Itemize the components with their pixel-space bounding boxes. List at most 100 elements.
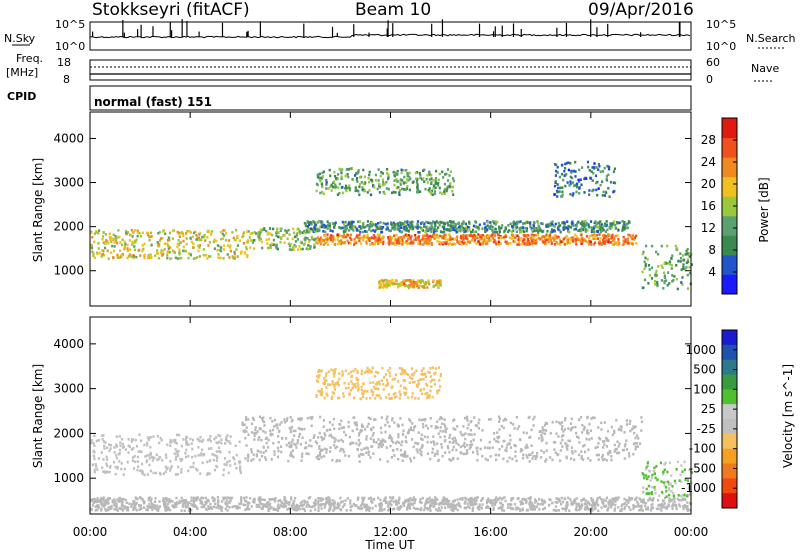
heatmap-cell bbox=[644, 256, 647, 260]
heatmap-cell bbox=[264, 503, 267, 506]
heatmap-cell bbox=[398, 501, 401, 505]
heatmap-cell bbox=[616, 243, 619, 246]
heatmap-cell bbox=[325, 497, 328, 500]
heatmap-cell bbox=[402, 379, 405, 382]
heatmap-cell bbox=[432, 220, 435, 223]
heatmap-cell bbox=[544, 242, 547, 246]
heatmap-cell bbox=[261, 505, 264, 509]
heatmap-cell bbox=[198, 244, 201, 247]
heatmap-cell bbox=[253, 432, 256, 435]
heatmap-cell bbox=[449, 182, 452, 185]
heatmap-cell bbox=[616, 440, 619, 443]
heatmap-cell bbox=[187, 506, 191, 510]
heatmap-cell bbox=[522, 222, 525, 225]
heatmap-cell bbox=[624, 442, 627, 446]
heatmap-cell bbox=[116, 467, 119, 470]
heatmap-cell bbox=[403, 391, 406, 395]
heatmap-cell bbox=[120, 437, 124, 441]
heatmap-cell bbox=[217, 499, 220, 502]
heatmap-cell bbox=[498, 225, 501, 229]
heatmap-cell bbox=[531, 228, 534, 232]
heatmap-cell bbox=[299, 443, 302, 446]
heatmap-cell bbox=[443, 225, 446, 228]
heatmap-cell bbox=[356, 180, 359, 183]
heatmap-cell bbox=[430, 441, 433, 444]
heatmap-cell bbox=[348, 229, 351, 232]
heatmap-cell bbox=[671, 507, 674, 510]
heatmap-cell bbox=[517, 238, 520, 241]
heatmap-cell bbox=[182, 249, 185, 253]
heatmap-cell bbox=[518, 243, 521, 246]
heatmap-cell bbox=[96, 252, 99, 256]
heatmap-cell bbox=[433, 192, 436, 196]
heatmap-cell bbox=[191, 235, 194, 239]
heatmap-cell bbox=[301, 507, 304, 511]
heatmap-cell bbox=[422, 225, 426, 228]
heatmap-cell bbox=[459, 229, 462, 233]
heatmap-cell bbox=[298, 245, 301, 248]
heatmap-cell bbox=[213, 247, 216, 250]
heatmap-cell bbox=[283, 498, 286, 502]
heatmap-cell bbox=[343, 503, 346, 507]
heatmap-cell bbox=[643, 260, 646, 264]
heatmap-cell bbox=[687, 251, 690, 255]
heatmap-cell bbox=[668, 282, 671, 285]
heatmap-cell bbox=[249, 246, 252, 249]
heatmap-cell bbox=[453, 418, 456, 421]
heatmap-cell bbox=[438, 389, 441, 392]
heatmap-cell bbox=[555, 169, 558, 173]
heatmap-cell bbox=[366, 425, 369, 428]
heatmap-cell bbox=[592, 416, 595, 419]
heatmap-cell bbox=[95, 439, 98, 443]
heatmap-cell bbox=[260, 438, 263, 442]
heatmap-cell bbox=[276, 426, 279, 430]
heatmap-cell bbox=[229, 249, 232, 253]
heatmap-cell bbox=[428, 221, 431, 225]
power-heatmap bbox=[90, 160, 693, 291]
heatmap-cell bbox=[323, 377, 326, 380]
heatmap-cell bbox=[592, 165, 595, 169]
heatmap-cell bbox=[296, 438, 300, 442]
heatmap-cell bbox=[102, 231, 105, 234]
heatmap-cell bbox=[578, 238, 581, 242]
heatmap-cell bbox=[288, 244, 291, 248]
heatmap-cell bbox=[565, 242, 568, 245]
heatmap-cell bbox=[212, 458, 215, 462]
heatmap-cell bbox=[648, 274, 652, 277]
heatmap-cell bbox=[623, 444, 627, 448]
heatmap-cell bbox=[433, 441, 436, 445]
heatmap-cell bbox=[630, 236, 633, 239]
heatmap-cell bbox=[311, 228, 314, 232]
heatmap-cell bbox=[370, 388, 373, 392]
heatmap-cell bbox=[558, 190, 561, 193]
heatmap-cell bbox=[348, 184, 351, 187]
heatmap-cell bbox=[415, 369, 418, 372]
heatmap-cell bbox=[570, 457, 573, 460]
heatmap-cell bbox=[594, 506, 597, 510]
heatmap-cell bbox=[525, 431, 528, 435]
heatmap-cell bbox=[152, 503, 155, 507]
heatmap-cell bbox=[337, 396, 340, 400]
heatmap-cell bbox=[201, 235, 204, 239]
heatmap-cell bbox=[629, 497, 632, 501]
heatmap-cell bbox=[438, 281, 441, 284]
heatmap-cell bbox=[589, 220, 593, 223]
heatmap-cell bbox=[575, 502, 578, 506]
heatmap-cell bbox=[424, 506, 427, 510]
heatmap-cell bbox=[331, 395, 334, 399]
heatmap-cell bbox=[271, 420, 274, 423]
heatmap-cell bbox=[314, 499, 317, 503]
heatmap-cell bbox=[209, 435, 212, 438]
heatmap-cell bbox=[604, 230, 607, 233]
heatmap-cell bbox=[444, 236, 447, 240]
heatmap-cell bbox=[291, 438, 294, 442]
heatmap-cell bbox=[574, 227, 577, 231]
heatmap-cell bbox=[387, 393, 391, 396]
heatmap-cell bbox=[349, 508, 352, 512]
heatmap-cell bbox=[363, 371, 366, 374]
heatmap-cell bbox=[374, 224, 377, 228]
heatmap-cell bbox=[532, 227, 536, 230]
heatmap-cell bbox=[320, 455, 323, 459]
heatmap-cell bbox=[314, 237, 317, 241]
